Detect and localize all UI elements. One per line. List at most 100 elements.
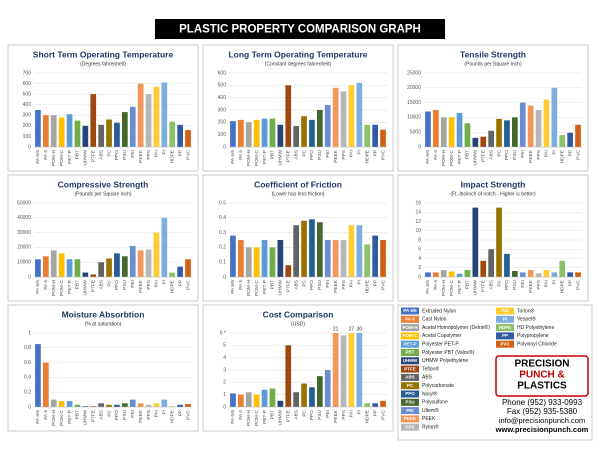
x-tick-label: PEI [130,150,136,158]
legend-code: PA 6/6 [403,308,417,313]
x-tick-label: PBT [270,150,276,159]
chart-title: Long Term Operating Temperature [228,49,367,59]
x-tick-label: PPS [536,150,542,160]
x-tick-label: PC [301,409,307,416]
legend-name: Ryton® [422,424,439,431]
bar [35,344,41,407]
legend-name: Extruded Nylon [422,308,456,314]
x-tick-label: PA 6 [238,410,244,420]
legend-swatch [401,324,419,332]
bar [324,370,331,407]
x-tick-label: PAI [544,150,550,157]
bar [145,94,152,147]
x-tick-label: PSU [122,279,128,289]
logo-box [495,355,589,397]
legend-name: UHMW Polyethylene [422,358,468,364]
bar [245,122,252,147]
legend-swatch [496,332,514,340]
x-tick-label: PEEK [138,279,144,293]
y-tick-label: 0.1 [219,260,226,266]
x-tick-label: PEEK [333,149,339,163]
x-tick-label: PA 6 [433,280,439,290]
y-tick-label: 1 [223,392,226,398]
x-tick-label: PC [106,149,112,156]
x-tick-label: PEEK [138,409,144,423]
x-tick-label: PSU [122,149,128,159]
y-tick-label: 10 [415,228,421,234]
x-tick-label: PPO [114,150,120,160]
x-tick-label: PTFE [286,150,292,162]
x-tick-label: PVC [185,409,191,419]
bar [253,394,260,407]
y-tick-label: 15000 [407,100,421,106]
chart-panel [397,174,589,302]
legend-name: Polyester PBT (Valox®) [422,349,475,356]
bar [440,270,447,277]
y-tick-label: 600 [218,70,227,76]
legend-code: PI [503,316,507,321]
x-tick-label: PSU [317,279,323,289]
x-tick-label: POM-C [254,279,260,296]
legend-swatch [401,398,419,406]
bar [35,259,41,277]
legend-code: PEEK [404,416,417,421]
y-tick-label: 6 * [220,330,226,336]
x-tick-label: PSU [317,149,323,159]
legend-name: ABS [422,375,433,381]
bar [261,389,268,407]
bar [456,112,463,147]
bar [488,130,494,147]
x-tick-label: PBT [75,280,81,289]
x-tick-label: PEI [130,410,136,418]
x-tick-label: HDPE [170,150,176,163]
x-tick-label: PI [552,280,558,285]
x-tick-label: PVC [575,279,581,289]
bar [285,85,292,147]
x-tick-label: POM-H [51,279,57,296]
bar [114,253,120,277]
x-tick-label: PI [357,150,363,155]
bar [253,119,260,147]
x-tick-label: PTFE [91,410,97,422]
bar [293,225,299,277]
x-tick-label: PA 6 [238,280,244,290]
y-tick-label: 3 [223,367,226,373]
y-tick-label: 100 [23,134,32,140]
chart-title: Coefficient of Friction [254,179,342,189]
x-tick-label: POM-C [254,409,260,426]
x-tick-label: PA 6/6 [230,410,236,424]
bar [293,392,299,407]
y-tick-label: 0 [28,404,31,410]
chart-panel [202,304,394,432]
x-tick-label: PC [106,279,112,286]
x-tick-label: PC [106,409,112,416]
x-tick-label: PBT [270,280,276,289]
bar [177,124,183,147]
bar [543,99,550,147]
x-tick-label: PVC [185,279,191,289]
x-tick-label: HDPE [170,410,176,423]
y-tick-label: 5000 [410,130,421,136]
y-tick-label: 0.4 [219,215,226,221]
y-tick-label: 1 [28,330,31,336]
legend-code: PTFE [404,366,416,371]
y-tick-label: 500 [218,83,227,89]
x-tick-label: PBT [465,150,471,159]
x-tick-label: POM-H [441,149,447,166]
y-tick-label: 300 [23,113,32,119]
y-tick-label: 25000 [407,70,421,76]
x-tick-label: PET-P [67,410,73,424]
y-tick-label: 0.5 [219,200,226,206]
x-tick-label: HDPE [560,280,566,293]
bar [380,240,386,277]
y-tick-label: 4 [418,256,421,262]
y-tick-label: 700 [23,70,32,76]
x-tick-label: PEEK [333,279,339,293]
bar [301,116,307,147]
bar [535,273,542,277]
bar [230,235,236,277]
legend-swatch [401,415,419,423]
x-tick-label: PEEK [333,409,339,423]
x-tick-label: PA 6/6 [230,280,236,294]
chart-subtitle: (USD) [291,321,305,327]
